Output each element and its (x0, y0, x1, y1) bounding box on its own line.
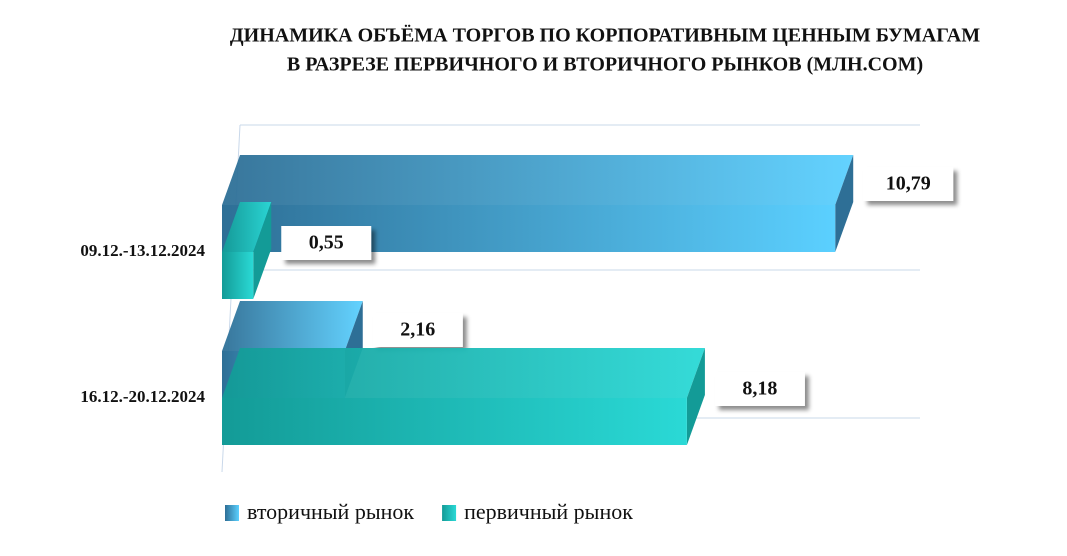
chart-title: В РАЗРЕЗЕ ПЕРВИЧНОГО И ВТОРИЧНОГО РЫНКОВ… (287, 54, 923, 76)
value-label: 0,55 (309, 232, 344, 254)
bar-side (253, 202, 272, 299)
bar-top (222, 348, 705, 398)
bar-front (222, 398, 687, 445)
bar-top (222, 301, 363, 351)
legend-label: первичный рынок (464, 499, 633, 524)
bar-side (686, 348, 705, 445)
legend-swatch (442, 505, 457, 521)
bar (222, 155, 854, 252)
chart-title: ДИНАМИКА ОБЪЁМА ТОРГОВ ПО КОРПОРАТИВНЫМ … (230, 24, 980, 47)
value-label: 2,16 (400, 319, 435, 341)
legend-label: вторичный рынок (247, 499, 414, 524)
bar-top (222, 155, 854, 205)
value-label-box (281, 226, 372, 260)
value-label: 10,79 (886, 173, 931, 195)
bar (222, 348, 705, 445)
y-tick-label: 16.12.-20.12.2024 (80, 387, 205, 406)
value-label-box (372, 313, 463, 347)
y-tick-label: 09.12.-13.12.2024 (80, 241, 205, 260)
legend-swatch (225, 505, 239, 521)
value-label: 8,18 (742, 378, 777, 400)
value-label-box (863, 167, 954, 201)
bar-front (222, 252, 254, 299)
value-label-box (714, 372, 805, 406)
bar-side (835, 155, 854, 252)
bar (222, 202, 272, 299)
bar-top (222, 202, 272, 252)
